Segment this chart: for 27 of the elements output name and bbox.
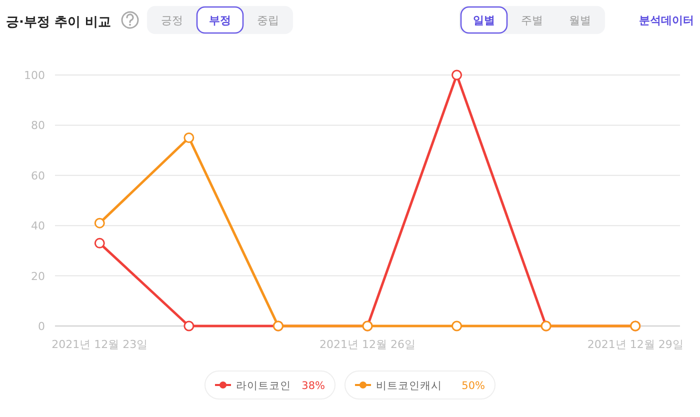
y-tick-label: 20 (31, 270, 45, 283)
text: 부정 (209, 14, 231, 27)
point (94, 238, 105, 248)
text: 38% (302, 380, 326, 392)
y-tick-label: 60 (31, 169, 45, 182)
y-tick-label: 40 (31, 220, 45, 233)
x-tick-label: 2021년 12월 26일 (320, 338, 416, 351)
legend-label: 라이트코인 (236, 380, 291, 392)
y-tick-label: 100 (24, 69, 45, 82)
text: 긍정 (161, 14, 183, 27)
text: 중립 (257, 14, 279, 27)
x-tick-label: 2021년 12월 23일 (52, 338, 148, 351)
y-tick-label: 0 (38, 320, 45, 333)
point (184, 132, 194, 143)
text: 50% (462, 380, 486, 392)
point (94, 218, 105, 228)
text: 주별 (521, 14, 543, 27)
y-tick-label: 80 (31, 119, 45, 132)
x-tick-label: 2021년 12월 29일 (587, 338, 684, 351)
point (452, 70, 462, 80)
point (452, 320, 462, 332)
chart-title: 긍·부정 추이 비교 (6, 15, 111, 30)
point (184, 320, 194, 332)
text: 일별 (473, 14, 495, 27)
text: 분석데이터 (639, 14, 694, 27)
text: 월별 (569, 14, 591, 27)
legend-label: 비트코인캐시 (376, 380, 442, 392)
